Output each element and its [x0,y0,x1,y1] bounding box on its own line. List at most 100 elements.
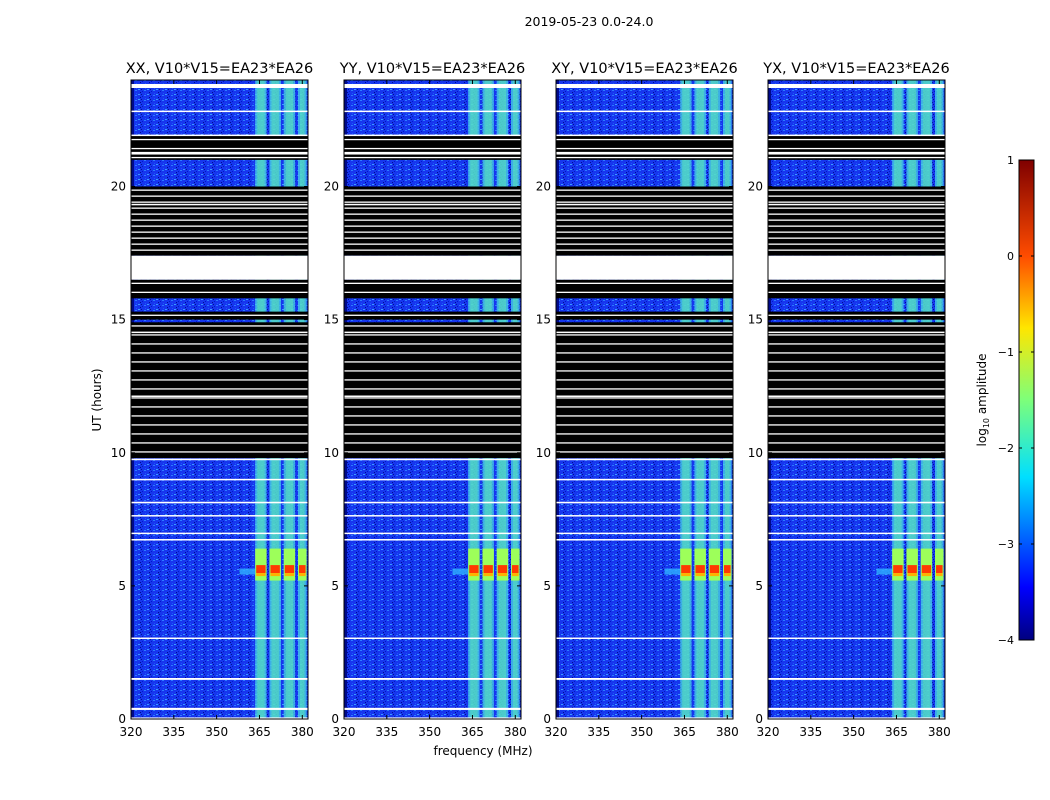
flag-gap-line [556,291,733,293]
flag-gap-line [131,379,308,381]
y-tick-label: 10 [111,446,126,460]
flag-gap-line [768,282,945,284]
flag-gap-line [344,361,521,363]
flag-gap-line [344,156,521,159]
flag-gap-line [556,352,733,354]
blank-range-2 [556,110,733,113]
flare-hotspot-2 [270,565,280,574]
rfi-storm-3 [708,548,721,581]
flare-hotspot-2 [695,565,705,574]
flag-gap-line [344,201,521,203]
flag-gap-line [131,249,308,251]
blank-range-17 [131,707,308,710]
flag-gap-line [556,231,733,233]
blank-range-15 [344,637,521,640]
flag-gap-line [556,147,733,150]
flag-gap-line [131,415,308,417]
flag-gap-line [131,282,308,284]
x-tick-label: 380 [504,725,527,739]
x-tick-label: 380 [716,725,739,739]
flag-gap-line [131,195,308,197]
flare-hotspot-3 [921,565,932,574]
flag-gap-line [556,397,733,399]
x-tick-label: 350 [842,725,865,739]
heatmap-panels: XX, V10*V15=EA23*EA26 320 335 350 365 380 0 5 10… [111,61,951,739]
flare-tail-4 [724,573,731,577]
flag-gap-line [768,388,945,390]
y-tick-label: 5 [543,579,551,593]
blank-range-12 [556,515,733,517]
panel-xy: XY, V10*V15=EA23*EA26 320 335 350 365 380 0 5 10… [536,61,739,739]
flag-gap-line [556,370,733,372]
y-tick-label: 0 [543,712,551,726]
flag-gap-line [131,370,308,372]
flag-gap-line [556,334,733,336]
flag-gap-line [131,343,308,345]
flag-gap-line [768,231,945,233]
colorbar-tick-label: −4 [998,634,1014,647]
y-tick-label: 10 [748,446,763,460]
blank-range-10 [344,478,521,481]
flare-hotspot-1 [893,565,903,574]
y-tick-label: 10 [536,446,551,460]
blank-range-14 [768,539,945,541]
blank-range-7 [768,331,945,334]
flag-gap-line [556,195,733,197]
blank-range-4 [768,151,945,155]
colorbar-tick-label: −2 [998,442,1014,455]
flag-gap-line [131,314,308,316]
blank-range-5 [556,203,733,206]
flag-gap-line [556,424,733,426]
flare-tail-4 [512,573,519,577]
flag-gap-line [556,451,733,453]
flag-gap-line [556,325,733,327]
x-tick-label: 320 [757,725,780,739]
blank-range-15 [131,637,308,640]
colorbar-tick-label: 1 [1007,154,1014,167]
x-tick-label: 365 [248,725,271,739]
blank-range-14 [344,539,521,541]
flag-gap-line [131,219,308,221]
panel-title: YY, V10*V15=EA23*EA26 [339,61,525,77]
blank-range-4 [344,151,521,155]
flag-gap-line [344,352,521,354]
panel-frame [343,79,522,720]
flag-gap-line [556,433,733,435]
blank-range-13 [768,532,945,535]
flag-gap-line [768,201,945,203]
flare-hotspot-3 [709,565,720,574]
x-tick-label: 320 [333,725,356,739]
flare-tail-4 [936,573,943,577]
flagged-range-4 [344,186,521,256]
flag-gap-line [131,325,308,327]
rfi-storm-3 [920,548,933,581]
flag-gap-line [131,397,308,399]
panel-title: YX, V10*V15=EA23*EA26 [762,61,949,77]
flag-gap-line [131,243,308,245]
panel-frame [767,79,946,720]
blank-range-18 [768,717,945,719]
flag-gap-line [556,249,733,251]
flag-gap-line [768,156,945,159]
flare-tail-2 [907,573,917,577]
flag-gap-line [131,147,308,150]
flag-gap-line [344,219,521,221]
blank-range-8 [344,395,521,398]
rfi-storm-3 [283,548,296,581]
x-tick-label: 320 [545,725,568,739]
flare-hotspot-4 [299,565,306,574]
preflare-glow [664,568,681,575]
blank-range-3 [768,134,945,137]
colorbar-tick-label: −1 [998,346,1014,359]
y-tick-label: 5 [331,579,339,593]
x-tick-label: 380 [928,725,951,739]
flag-gap-line [556,361,733,363]
flag-gap-line [344,189,521,191]
flag-gap-line [768,370,945,372]
panel-title: XX, V10*V15=EA23*EA26 [126,61,314,77]
flag-gap-line [131,352,308,354]
flag-gap-line [344,147,521,150]
flag-gap-line [131,207,308,209]
flag-gap-line [344,207,521,209]
rfi-storm-4 [935,548,944,581]
